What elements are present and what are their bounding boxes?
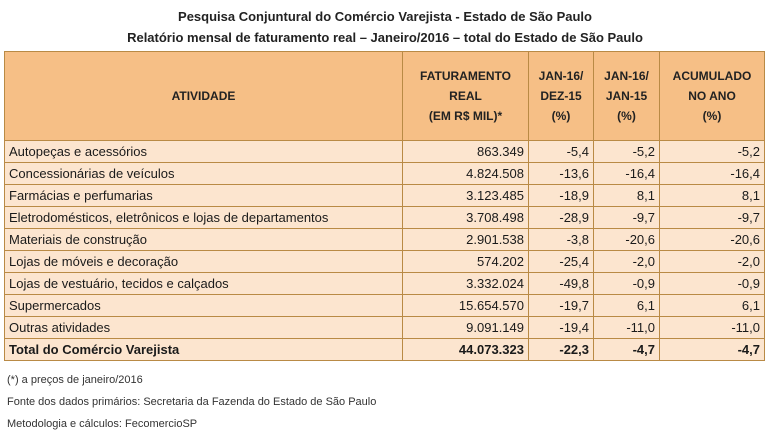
cell-activity: Farmácias e perfumarias [4,184,403,207]
table-row: Autopeças e acessórios 863.349 -5,4 -5,2… [4,140,765,163]
cell-activity: Materiais de construção [4,228,403,251]
table-header-row: ATIVIDADE FATURAMENTO REAL (EM R$ MIL)* … [4,51,765,141]
table-row: Materiais de construção 2.901.538 -3,8 -… [4,228,765,251]
cell-jan-jan: -9,7 [593,206,660,229]
cell-revenue: 15.654.570 [402,294,529,317]
cell-jan-jan: 8,1 [593,184,660,207]
cell-jan-dec: -28,9 [528,206,594,229]
header-jan-dec: JAN-16/ DEZ-15 (%) [528,51,594,141]
cell-accumulated: -2,0 [659,250,765,273]
cell-jan-dec: -3,8 [528,228,594,251]
cell-accumulated: -9,7 [659,206,765,229]
table-row: Lojas de móveis e decoração 574.202 -25,… [4,250,765,273]
cell-jan-jan: -0,9 [593,272,660,295]
cell-revenue: 863.349 [402,140,529,163]
report-titles: Pesquisa Conjuntural do Comércio Varejis… [0,6,770,48]
cell-activity: Eletrodomésticos, eletrônicos e lojas de… [4,206,403,229]
cell-accumulated: -11,0 [659,316,765,339]
cell-activity: Supermercados [4,294,403,317]
total-jan-jan: -4,7 [593,338,660,361]
cell-jan-jan: -11,0 [593,316,660,339]
report-subtitle: Relatório mensal de faturamento real – J… [127,30,643,45]
cell-activity: Autopeças e acessórios [4,140,403,163]
cell-jan-dec: -5,4 [528,140,594,163]
cell-revenue: 2.901.538 [402,228,529,251]
cell-jan-dec: -49,8 [528,272,594,295]
cell-activity: Lojas de móveis e decoração [4,250,403,273]
cell-jan-dec: -13,6 [528,162,594,185]
report-title: Pesquisa Conjuntural do Comércio Varejis… [178,9,592,24]
cell-jan-dec: -18,9 [528,184,594,207]
cell-jan-jan: -5,2 [593,140,660,163]
cell-accumulated: -5,2 [659,140,765,163]
header-jan-jan: JAN-16/ JAN-15 (%) [593,51,660,141]
cell-revenue: 3.332.024 [402,272,529,295]
table-row: Outras atividades 9.091.149 -19,4 -11,0 … [4,316,765,339]
cell-jan-jan: -2,0 [593,250,660,273]
cell-jan-jan: -16,4 [593,162,660,185]
cell-revenue: 4.824.508 [402,162,529,185]
footnote-prices: (*) a preços de janeiro/2016 [7,374,143,386]
footnote-methodology: Metodologia e cálculos: FecomercioSP [7,418,198,430]
header-revenue: FATURAMENTO REAL (EM R$ MIL)* [402,51,529,141]
cell-revenue: 9.091.149 [402,316,529,339]
cell-revenue: 3.708.498 [402,206,529,229]
footnotes: (*) a preços de janeiro/2016 Fonte dos d… [7,369,376,435]
table-row: Concessionárias de veículos 4.824.508 -1… [4,162,765,185]
cell-activity: Concessionárias de veículos [4,162,403,185]
cell-revenue: 3.123.485 [402,184,529,207]
header-accumulated: ACUMULADO NO ANO (%) [659,51,765,141]
cell-jan-dec: -19,4 [528,316,594,339]
retail-revenue-table: ATIVIDADE FATURAMENTO REAL (EM R$ MIL)* … [4,51,765,361]
cell-accumulated: -16,4 [659,162,765,185]
total-accumulated: -4,7 [659,338,765,361]
table-row: Eletrodomésticos, eletrônicos e lojas de… [4,206,765,229]
cell-jan-dec: -19,7 [528,294,594,317]
header-activity: ATIVIDADE [4,51,403,141]
cell-activity: Lojas de vestuário, tecidos e calçados [4,272,403,295]
cell-jan-jan: 6,1 [593,294,660,317]
total-jan-dec: -22,3 [528,338,594,361]
cell-accumulated: -0,9 [659,272,765,295]
cell-activity: Outras atividades [4,316,403,339]
cell-accumulated: -20,6 [659,228,765,251]
table-row: Lojas de vestuário, tecidos e calçados 3… [4,272,765,295]
footnote-source: Fonte dos dados primários: Secretaria da… [7,396,377,408]
total-row: Total do Comércio Varejista 44.073.323 -… [4,338,765,361]
cell-jan-jan: -20,6 [593,228,660,251]
table-row: Supermercados 15.654.570 -19,7 6,1 6,1 [4,294,765,317]
cell-jan-dec: -25,4 [528,250,594,273]
cell-accumulated: 8,1 [659,184,765,207]
total-activity: Total do Comércio Varejista [4,338,403,361]
total-revenue: 44.073.323 [402,338,529,361]
table-row: Farmácias e perfumarias 3.123.485 -18,9 … [4,184,765,207]
cell-revenue: 574.202 [402,250,529,273]
cell-accumulated: 6,1 [659,294,765,317]
